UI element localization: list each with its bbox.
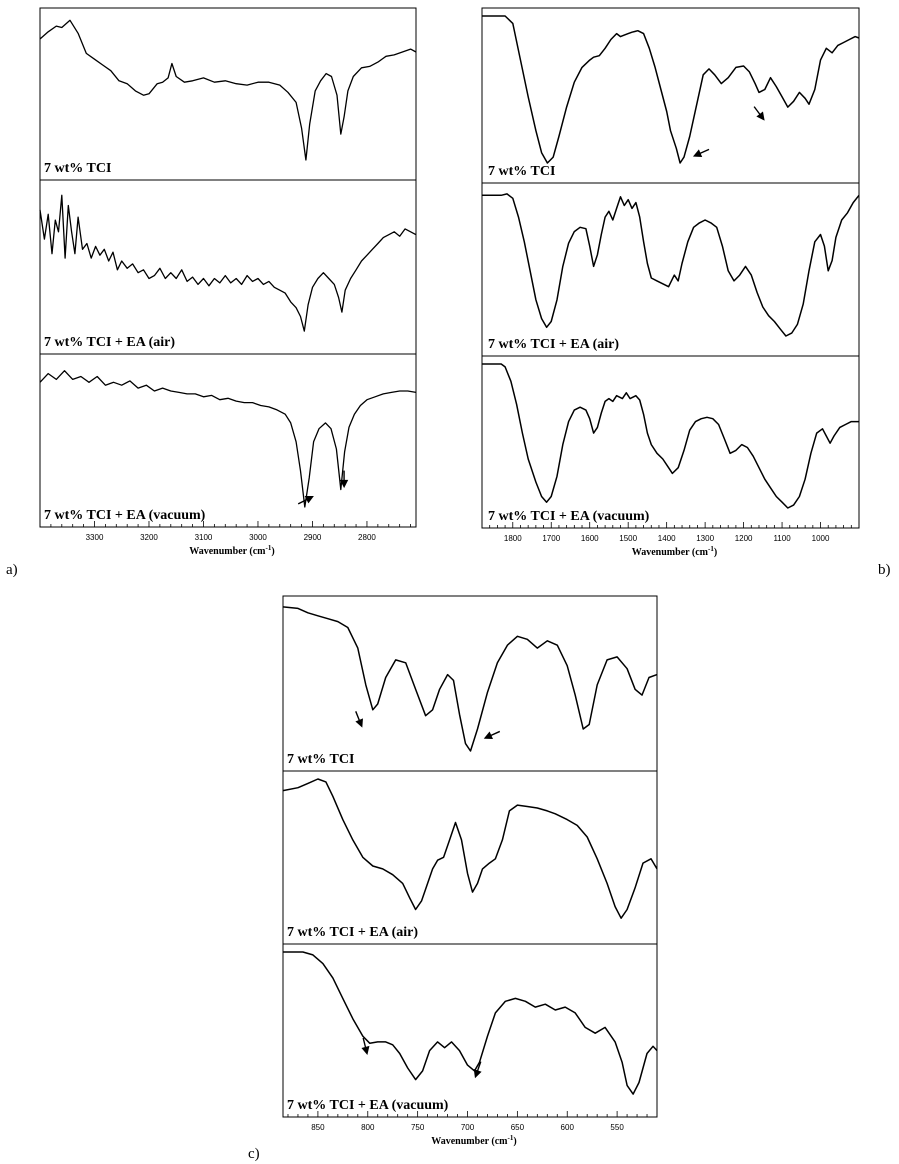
x-tick-label: 650 — [511, 1123, 525, 1132]
spectrum-label: 7 wt% TCI + EA (air) — [287, 925, 418, 940]
peak-arrow-head — [756, 111, 765, 121]
x-tick-label: 1400 — [658, 534, 676, 543]
spectrum-label: 7 wt% TCI + EA (vacuum) — [287, 1098, 449, 1113]
x-tick-label: 600 — [561, 1123, 575, 1132]
spectrum-line — [282, 606, 658, 752]
x-tick-label: 1000 — [812, 534, 830, 543]
x-tick-label: 3000 — [249, 533, 267, 542]
x-tick-label: 750 — [411, 1123, 425, 1132]
x-tick-label: 2800 — [358, 533, 376, 542]
spectrum-line — [482, 363, 859, 509]
spectrum-line — [482, 15, 860, 164]
x-tick-label: 850 — [311, 1123, 325, 1132]
peak-arrow-head — [483, 731, 494, 740]
chart-panel-3: 850 800 750 700 650 600 550 Wavenumber (cm-1) c)… — [248, 595, 658, 1162]
panel-frame — [282, 595, 658, 1118]
chart-panel-2: 1800 1700 1600 1500 1400 1300 1200 1100 1000 Wave… — [481, 7, 891, 578]
spectrum-line — [39, 19, 417, 161]
x-tick-label: 1500 — [619, 534, 637, 543]
spectrum-label: 7 wt% TCI + EA (vacuum) — [488, 509, 650, 524]
x-tick-label: 2900 — [304, 533, 322, 542]
spectrum-label: 7 wt% TCI — [488, 164, 555, 179]
x-tick-label: 1800 — [504, 534, 522, 543]
peak-arrow-head — [355, 718, 363, 728]
x-tick-label: 800 — [361, 1123, 375, 1132]
panel-letter: a) — [6, 562, 18, 578]
x-tick-label: 3100 — [195, 533, 213, 542]
peak-arrow-head — [473, 1069, 482, 1079]
x-axis-title: Wavenumber (cm-1) — [632, 545, 717, 558]
spectrum-label: 7 wt% TCI — [44, 161, 111, 176]
x-axis-title: Wavenumber (cm-1) — [189, 544, 274, 557]
peak-arrow-head — [361, 1045, 370, 1056]
spectrum-label: 7 wt% TCI — [287, 752, 354, 767]
panel-letter: b) — [878, 562, 891, 578]
peak-arrow-head — [339, 479, 349, 489]
spectrum-line — [482, 193, 860, 337]
x-tick-label: 1700 — [542, 534, 560, 543]
spectrum-line — [39, 194, 417, 332]
x-axis-title: Wavenumber (cm-1) — [431, 1134, 516, 1147]
x-tick-label: 700 — [461, 1123, 475, 1132]
x-tick-label: 1100 — [773, 534, 791, 543]
panel-letter: c) — [248, 1146, 260, 1162]
peak-arrow-head — [692, 149, 703, 157]
panel-frame — [39, 7, 417, 528]
x-tick-label: 1600 — [581, 534, 599, 543]
spectrum-line — [39, 370, 417, 508]
spectrum-label: 7 wt% TCI + EA (air) — [488, 337, 619, 352]
panel-frame — [481, 7, 860, 529]
peak-arrow-head — [304, 496, 314, 504]
chart-panel-1: 3300 3200 3100 3000 2900 2800 Wavenumber (cm-1… — [6, 7, 417, 578]
x-tick-label: 1300 — [696, 534, 714, 543]
spectrum-line — [282, 778, 658, 919]
x-tick-label: 550 — [610, 1123, 624, 1132]
spectrum-line — [283, 951, 658, 1095]
x-tick-label: 3300 — [86, 533, 104, 542]
x-tick-label: 1200 — [735, 534, 753, 543]
spectrum-label: 7 wt% TCI + EA (vacuum) — [44, 508, 206, 523]
x-tick-label: 3200 — [140, 533, 158, 542]
spectrum-label: 7 wt% TCI + EA (air) — [44, 335, 175, 350]
